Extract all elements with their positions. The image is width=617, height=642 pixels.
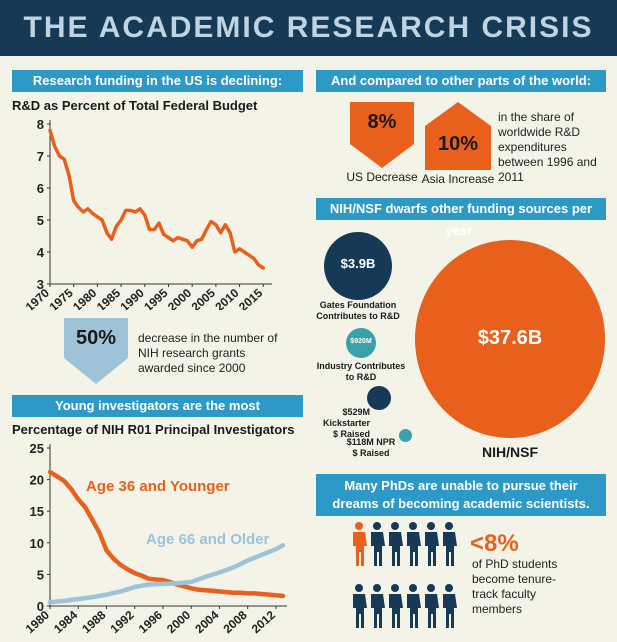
chart1-title: R&D as Percent of Total Federal Budget: [12, 98, 258, 113]
phd-stat-desc: of PhD students become tenure-track facu…: [472, 557, 558, 616]
phd-stat-value: <8%: [470, 530, 519, 557]
y-tick-label: 4: [37, 245, 45, 260]
us-decrease-arrow-icon: [350, 102, 414, 168]
y-tick-label: 8: [37, 117, 44, 132]
series-line: [48, 128, 266, 270]
bubble-kickstarter: [367, 386, 391, 410]
y-tick-label: 10: [30, 536, 44, 551]
bubble-gates-label: Gates Foundation Contributes to R&D: [316, 300, 400, 321]
series-line: [47, 469, 286, 599]
person-icon: [407, 584, 421, 628]
series-line: [47, 543, 286, 605]
x-tick-label: 2000: [164, 608, 193, 636]
chart2-title: Percentage of NIH R01 Principal Investig…: [12, 422, 295, 437]
x-tick-label: 2015: [236, 286, 265, 310]
us-decrease-label: US Decrease: [346, 170, 418, 184]
person-icon: [353, 584, 367, 628]
bubble-gates: [324, 232, 392, 300]
y-tick-label: 15: [30, 504, 44, 519]
x-tick-label: 1992: [108, 608, 137, 636]
person-icon: [389, 522, 403, 566]
person-icon: [443, 584, 457, 628]
people-grid: [353, 522, 457, 628]
bubble-industry: [346, 328, 376, 358]
y-tick-label: 6: [37, 181, 44, 196]
section-bar-young: Young investigators are the most underfu…: [12, 395, 303, 435]
stat-50-desc: decrease in the number of NIH research g…: [138, 331, 278, 375]
asia-increase-label: Asia Increase: [421, 172, 495, 186]
bubble-industry-label: Industry Contributes to R&D: [316, 361, 406, 382]
x-tick-label: 2004: [192, 608, 221, 636]
bubble-nih-nsf-value: $37.6B: [477, 327, 543, 349]
y-tick-label: 25: [30, 441, 44, 456]
world-desc: in the share of worldwide R&D expenditur…: [498, 110, 597, 184]
section-bar-phd: Many PhDs are unable to pursue their dre…: [316, 474, 606, 516]
y-tick-label: 0: [37, 599, 44, 614]
x-tick-label: 1988: [79, 608, 108, 636]
person-highlight-icon: [353, 522, 367, 566]
y-tick-label: 3: [37, 277, 44, 292]
x-tick-label: 2012: [249, 608, 278, 636]
bubble-npr-label: $118M NPR $ Raised: [346, 437, 396, 458]
person-icon: [443, 522, 457, 566]
person-icon: [389, 584, 403, 628]
stat-50-value: 50%: [75, 327, 117, 349]
section-bar-nih-nsf: NIH/NSF dwarfs other funding sources per…: [316, 198, 606, 238]
person-icon: [371, 522, 385, 566]
x-tick-label: 1996: [136, 608, 165, 636]
y-tick-label: 7: [37, 149, 44, 164]
series-label: Age 36 and Younger: [86, 478, 230, 495]
bubble-gates-value: $3.9B: [340, 256, 376, 271]
series-label: Age 66 and Older: [146, 531, 270, 548]
asia-increase-value: 10%: [437, 133, 479, 155]
bubble-nih-nsf-label: NIH/NSF: [482, 444, 538, 460]
x-tick-label: 1980: [23, 608, 52, 636]
chart-rd-percent: 3456781970197519801985199019952000200520…: [23, 117, 272, 310]
bubble-nih-nsf: [415, 240, 605, 438]
y-tick-label: 5: [37, 567, 44, 582]
us-decrease-value: 8%: [367, 111, 397, 133]
person-icon: [407, 522, 421, 566]
section-bar-us-funding: Research funding in the US is declining:: [12, 70, 303, 92]
person-icon: [425, 522, 439, 566]
bubble-npr: [399, 429, 412, 442]
person-icon: [371, 584, 385, 628]
x-tick-label: 2008: [220, 608, 249, 636]
page-title: THE ACADEMIC RESEARCH CRISIS: [23, 11, 594, 44]
section-bar-world: And compared to other parts of the world…: [316, 70, 606, 92]
page-header: [0, 0, 617, 56]
bubble-industry-value: $920M: [350, 338, 372, 345]
y-tick-label: 5: [37, 213, 44, 228]
x-tick-label: 1984: [51, 608, 80, 636]
person-icon: [425, 584, 439, 628]
y-tick-label: 20: [30, 473, 44, 488]
bubble-kickstarter-label: $529M Kickstarter $ Raised: [322, 407, 370, 439]
asia-increase-arrow-icon: [425, 102, 491, 170]
down-arrow-50-icon: [64, 318, 128, 384]
